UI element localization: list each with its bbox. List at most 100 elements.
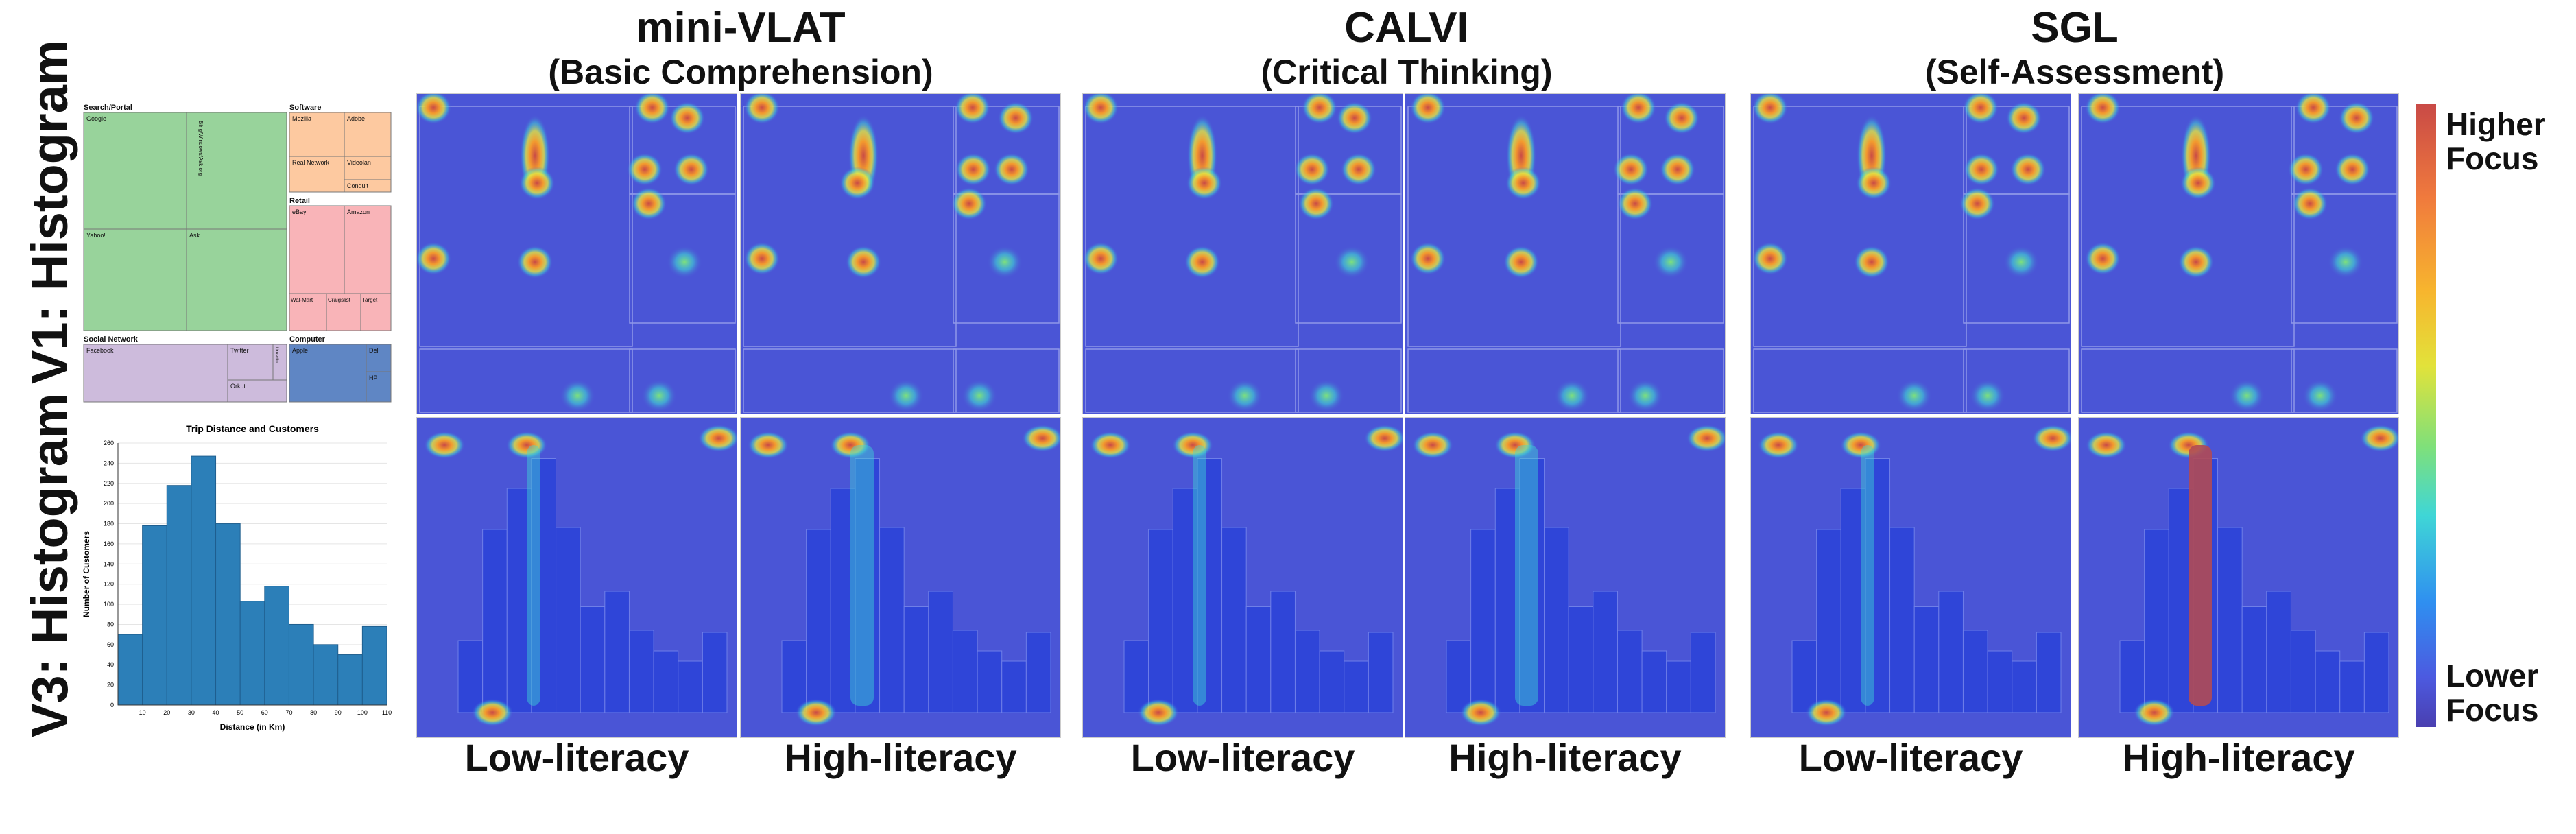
focus-spot <box>1758 431 1799 459</box>
focus-streak <box>850 445 874 706</box>
treemap-cell-outline <box>629 348 736 413</box>
y-tick-label: 100 <box>104 601 114 608</box>
treemap-cell-outline <box>2081 106 2295 347</box>
focus-spot <box>1686 425 1725 452</box>
focus-spot <box>424 431 465 459</box>
histogram-bar-underlay <box>1221 527 1247 713</box>
focus-spot <box>830 431 871 459</box>
column-title: SGL <box>2031 4 2119 51</box>
histogram-bar-underlay <box>604 591 630 713</box>
focus-spot <box>846 246 881 278</box>
treemap-group-label: Retail <box>289 197 310 205</box>
treemap-cell <box>289 344 367 403</box>
histogram-bar-underlay <box>1666 660 1691 713</box>
treemap-group-label: Computer <box>289 335 326 344</box>
treemap-cell <box>289 205 345 294</box>
treemap-cell-outline <box>1963 348 2070 413</box>
histogram-bar-underlay <box>1938 591 1964 713</box>
histogram-bar <box>239 601 265 706</box>
heatmap-overlay <box>1412 425 1725 726</box>
histogram-bar <box>264 586 289 706</box>
histogram-bar-underlay <box>556 527 581 713</box>
x-tick-label: 90 <box>335 709 342 716</box>
heatmap-overlay <box>1083 94 1402 413</box>
histogram-bar-underlay <box>1816 529 1841 713</box>
treemap-group-label: Search/Portal <box>84 104 132 112</box>
histogram-bar <box>166 485 192 706</box>
histogram-heatmap-panel <box>1750 417 2071 738</box>
focus-spot <box>1660 153 1695 186</box>
histogram-bar-underlay <box>2241 606 2267 713</box>
treemap-cell-outline <box>1085 348 1299 413</box>
focus-spot <box>796 699 837 726</box>
focus-spot <box>1752 94 1788 124</box>
histogram-bar-underlay <box>580 606 606 713</box>
y-tick-label: 60 <box>107 641 114 648</box>
focus-spot <box>998 102 1034 134</box>
treemap-cell <box>366 344 392 372</box>
heatmap-overlay <box>417 94 736 413</box>
histogram-bar-underlay <box>1791 640 1817 713</box>
histogram-bar-underlay <box>1568 606 1594 713</box>
histogram-bar-underlay <box>1519 458 1545 713</box>
histogram-bar <box>117 634 143 706</box>
x-tick-label: 40 <box>213 709 219 716</box>
focus-spot <box>669 102 705 134</box>
treemap-item-label: HP <box>369 374 378 381</box>
histogram-bar-underlay <box>1344 660 1369 713</box>
focus-spot <box>2086 431 2127 459</box>
treemap-item-label: Conduit <box>347 182 369 189</box>
focus-spot <box>1503 246 1539 278</box>
histogram-bar-underlay <box>2119 640 2145 713</box>
focus-spot <box>748 431 789 459</box>
histogram-bar-underlay <box>702 632 728 713</box>
histogram-bar <box>288 623 314 706</box>
treemap-item-label: Apple <box>292 347 308 354</box>
y-tick-label: 0 <box>110 702 114 708</box>
focus-spot <box>1806 699 1847 726</box>
histogram-bar-underlay <box>977 650 1003 713</box>
focus-spot <box>627 153 663 186</box>
focus-spot <box>2302 379 2338 412</box>
treemap-cell <box>344 179 392 193</box>
histogram-bar-underlay <box>781 640 807 713</box>
treemap-item-label: Twitter <box>230 347 249 354</box>
focus-spot <box>1138 699 1179 726</box>
histogram-bar-underlay <box>1123 640 1149 713</box>
focus-spot <box>2178 246 2214 278</box>
treemap-item-label: Craigslist <box>328 297 351 303</box>
histogram-bar <box>191 455 217 706</box>
focus-spot <box>517 246 553 278</box>
treemap-cell-outline <box>2291 193 2398 324</box>
treemap-cell-outline <box>419 106 633 347</box>
treemap-cell-outline <box>1617 193 1724 324</box>
histogram-bar-underlay <box>1889 527 1915 713</box>
treemap-cell-outline <box>1617 348 1724 413</box>
focus-streak <box>1193 445 1206 706</box>
focus-spot <box>1309 379 1344 412</box>
y-axis-label: Number of Customers <box>82 531 91 617</box>
focus-spot <box>673 153 709 186</box>
histogram-bar <box>337 654 363 706</box>
focus-spot <box>1494 431 1536 459</box>
treemap-cell <box>186 112 287 230</box>
colorbar-low-label: Lower Focus <box>2446 658 2539 728</box>
treemap-heatmap-panel <box>1405 93 1726 414</box>
histogram-bar-underlay <box>2339 660 2365 713</box>
histogram-bar-underlay <box>482 529 508 713</box>
row-label-bottom: V3: Histogram <box>21 393 78 737</box>
focus-spot <box>2010 153 2046 186</box>
focus-streak <box>1515 445 1538 706</box>
histogram-bar-underlay <box>1368 632 1394 713</box>
treemap-item-label: Orkut <box>230 383 246 390</box>
focus-spot <box>1410 94 1446 124</box>
y-tick-label: 40 <box>107 661 114 668</box>
treemap-cell-outline <box>1295 193 1402 324</box>
treemap-item-label: Videolan <box>347 159 371 166</box>
focus-spot <box>1410 242 1446 275</box>
column-title: mini-VLAT <box>636 4 846 51</box>
column-subtitle: (Self-Assessment) <box>1924 53 2225 91</box>
treemap-cell-outline <box>743 106 957 347</box>
histogram-bar-underlay <box>2012 660 2037 713</box>
focus-spot <box>1412 431 1453 459</box>
